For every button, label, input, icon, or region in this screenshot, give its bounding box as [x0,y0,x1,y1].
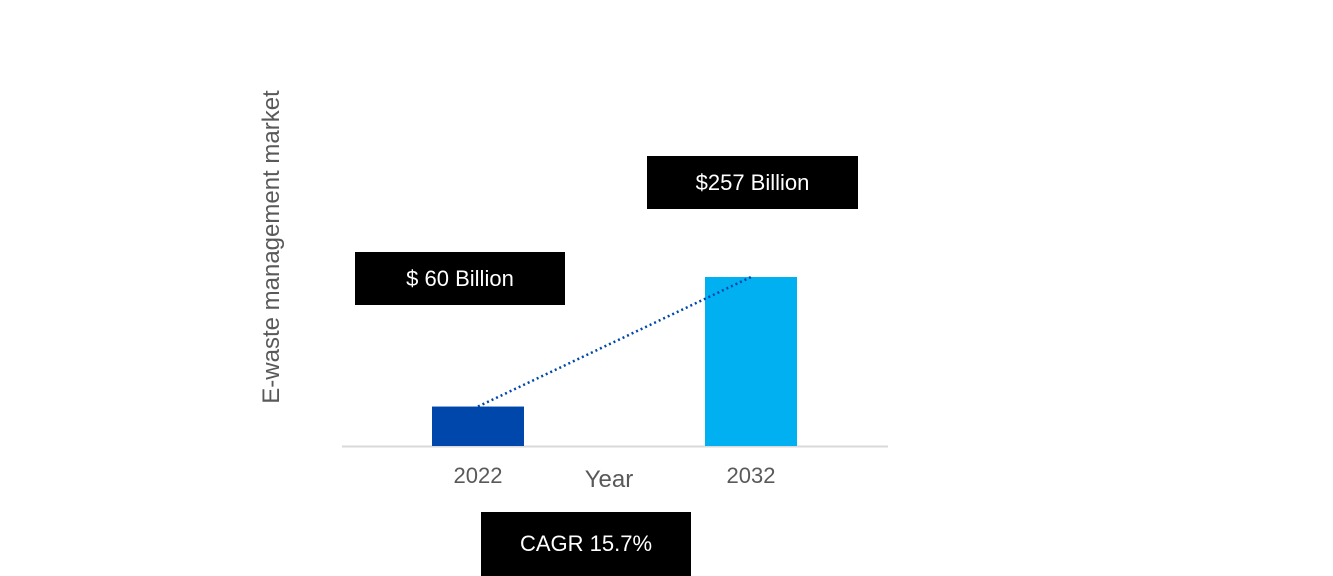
data-label-2022: $ 60 Billion [355,252,565,305]
trend-line [477,275,752,408]
data-label-2032: $257 Billion [647,156,858,209]
bar-2022 [432,406,524,446]
x-axis-label: Year [584,466,634,493]
cagr-annotation: CAGR 15.7% [481,512,691,576]
x-tick-label-2032: 2032 [726,463,776,488]
y-axis-label: E-waste management market [258,90,285,404]
x-tick-label-2022: 2022 [453,463,503,488]
bar-2032 [705,277,797,446]
